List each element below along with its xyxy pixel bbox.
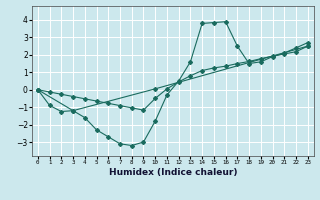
X-axis label: Humidex (Indice chaleur): Humidex (Indice chaleur)	[108, 168, 237, 177]
